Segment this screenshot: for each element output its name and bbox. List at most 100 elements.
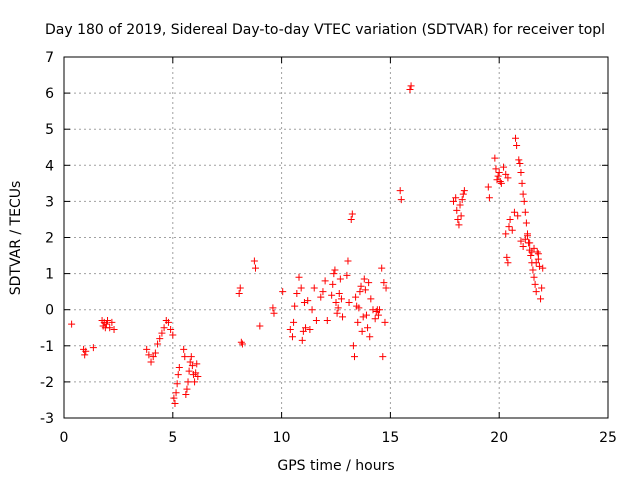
data-point xyxy=(333,309,341,317)
data-point xyxy=(82,347,90,355)
data-point xyxy=(330,270,338,278)
data-point xyxy=(172,389,180,397)
data-point xyxy=(89,344,97,352)
data-point xyxy=(517,237,525,245)
data-point xyxy=(460,187,468,195)
chart-title: Day 180 of 2019, Sidereal Day-to-day VTE… xyxy=(45,22,605,38)
data-point xyxy=(149,353,157,361)
y-tick-label: 0 xyxy=(45,303,54,319)
data-point xyxy=(317,293,325,301)
data-point xyxy=(538,284,546,292)
data-point xyxy=(457,212,465,220)
x-tick-label: 5 xyxy=(168,430,177,446)
data-point xyxy=(348,210,356,218)
data-point xyxy=(336,275,344,283)
data-point xyxy=(378,264,386,272)
data-point xyxy=(279,288,287,296)
data-point xyxy=(310,284,318,292)
x-tick-label: 20 xyxy=(490,430,508,446)
data-point xyxy=(362,311,370,319)
data-point xyxy=(397,196,405,204)
data-point xyxy=(502,170,510,178)
data-point xyxy=(497,179,505,187)
data-point xyxy=(175,363,183,371)
y-tick-label: -1 xyxy=(40,339,54,355)
data-point xyxy=(513,141,521,149)
data-point xyxy=(104,317,112,325)
data-point xyxy=(354,318,362,326)
data-point xyxy=(319,288,327,296)
data-point xyxy=(381,318,389,326)
data-point xyxy=(505,223,513,231)
gridlines xyxy=(64,57,608,418)
data-point xyxy=(170,394,178,402)
data-point xyxy=(361,286,369,294)
data-point xyxy=(269,304,277,312)
data-point xyxy=(187,353,195,361)
data-point xyxy=(523,232,531,240)
data-point xyxy=(181,353,189,361)
data-point xyxy=(184,378,192,386)
data-point xyxy=(329,280,337,288)
data-point xyxy=(102,320,110,328)
data-point xyxy=(288,333,296,341)
data-point xyxy=(331,266,339,274)
data-point xyxy=(359,313,367,321)
data-point xyxy=(520,197,528,205)
data-point xyxy=(182,391,190,399)
data-point xyxy=(251,264,259,272)
data-point xyxy=(293,289,301,297)
data-point xyxy=(312,317,320,325)
data-point xyxy=(151,349,159,357)
data-point xyxy=(365,279,373,287)
data-point xyxy=(355,304,363,312)
data-point xyxy=(321,277,329,285)
data-point xyxy=(452,194,460,202)
data-point xyxy=(459,190,467,198)
data-point xyxy=(194,372,202,380)
data-point xyxy=(308,306,316,314)
y-tick-label: 5 xyxy=(45,122,54,138)
data-point xyxy=(237,338,245,346)
y-tick-label: 2 xyxy=(45,231,54,247)
data-point xyxy=(519,190,527,198)
data-point xyxy=(291,302,299,310)
data-point xyxy=(250,257,258,265)
data-point xyxy=(297,284,305,292)
data-point xyxy=(514,212,522,220)
data-point xyxy=(500,163,508,171)
data-point xyxy=(526,239,534,247)
data-point xyxy=(518,179,526,187)
data-point xyxy=(156,335,164,343)
data-point xyxy=(300,298,308,306)
data-point xyxy=(527,252,535,260)
data-point xyxy=(191,378,199,386)
data-point xyxy=(530,273,538,281)
data-point xyxy=(530,244,538,252)
data-point xyxy=(517,169,525,177)
data-point xyxy=(492,165,500,173)
data-point xyxy=(456,201,464,209)
data-point xyxy=(531,280,539,288)
data-point xyxy=(454,215,462,223)
data-point xyxy=(510,208,518,216)
data-point xyxy=(367,295,375,303)
data-point xyxy=(493,176,501,184)
data-point xyxy=(506,215,514,223)
data-point xyxy=(110,326,118,334)
data-point xyxy=(236,284,244,292)
data-point xyxy=(496,178,504,186)
data-point xyxy=(534,250,542,258)
x-tick-label: 15 xyxy=(381,430,399,446)
data-point xyxy=(504,259,512,267)
data-point xyxy=(108,318,116,326)
data-point xyxy=(537,295,545,303)
data-point xyxy=(515,156,523,164)
data-point xyxy=(374,311,382,319)
data-point xyxy=(302,324,310,332)
data-point xyxy=(347,215,355,223)
data-point xyxy=(453,206,461,214)
data-point xyxy=(332,298,340,306)
data-point xyxy=(154,340,162,348)
data-point xyxy=(371,315,379,323)
